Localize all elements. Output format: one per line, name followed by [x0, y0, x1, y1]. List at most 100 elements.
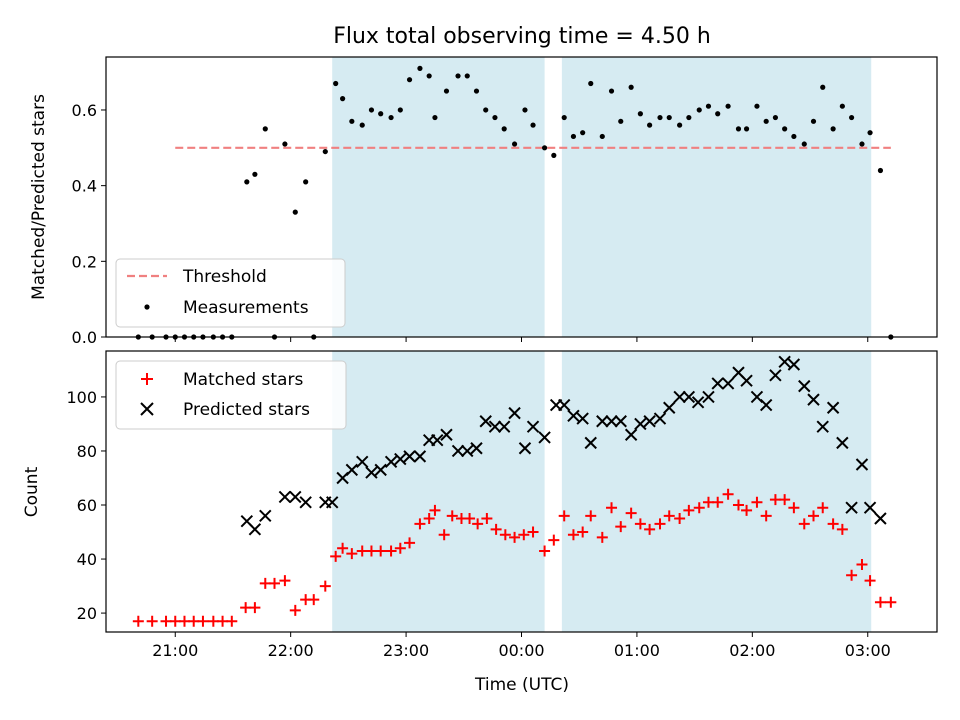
matched-star-point — [674, 513, 686, 525]
x-tick-label: 03:00 — [845, 641, 891, 660]
predicted-star-point — [845, 501, 858, 514]
predicted-star-point — [596, 415, 609, 428]
measurement-point — [262, 126, 268, 132]
matched-star-point — [788, 502, 800, 514]
predicted-star-point — [488, 420, 502, 433]
measurement-point — [686, 114, 692, 121]
predicted-star-point — [508, 406, 521, 420]
measurement-point — [397, 107, 403, 113]
measurement-point — [666, 114, 672, 121]
measurement-point — [735, 126, 742, 132]
measurement-point — [801, 141, 807, 147]
count-y-axis-label: Count — [22, 466, 42, 517]
measurement-point — [618, 118, 624, 124]
measurement-point — [830, 126, 836, 132]
matched-star-point — [527, 526, 539, 538]
count-legend: Matched stars Predicted stars — [115, 360, 347, 430]
matched-star-point — [146, 615, 158, 627]
x-tick-label: 02:00 — [729, 641, 775, 660]
measurement-point — [333, 80, 339, 87]
predicted-star-point — [479, 415, 492, 428]
matched-star-point — [864, 575, 876, 587]
predicted-star-point — [470, 442, 483, 455]
predicted-star-point — [798, 379, 811, 393]
predicted-star-point — [431, 433, 444, 447]
measurement-point — [637, 111, 643, 117]
matched-star-point — [548, 534, 560, 546]
matched-star-point — [490, 523, 502, 535]
measurement-point — [511, 141, 518, 147]
measurement-point — [522, 107, 528, 113]
shaded-interval — [561, 57, 872, 337]
predicted-star-point — [259, 509, 272, 523]
predicted-star-point — [721, 377, 735, 390]
matched-star-point — [644, 523, 656, 535]
matched-star-point — [423, 513, 435, 525]
matched-star-point — [188, 615, 200, 627]
measurement-point — [282, 141, 288, 147]
measurement-point — [839, 103, 845, 109]
y-tick-label: 0.0 — [72, 328, 97, 347]
matched-star-point — [741, 504, 753, 516]
measurement-point — [340, 96, 346, 102]
matched-star-point — [356, 545, 368, 557]
predicted-star-point — [663, 401, 676, 414]
matched-star-point — [558, 510, 570, 522]
ratio-legend-box — [115, 258, 346, 328]
matched-star-point — [885, 596, 897, 608]
predicted-star-point — [451, 444, 465, 458]
matched-star-point — [404, 537, 416, 549]
measurement-point — [303, 179, 309, 185]
matched-star-point — [438, 529, 450, 541]
matched-star-point — [712, 496, 724, 508]
predicted-star-point — [605, 415, 618, 428]
matched-star-point — [269, 577, 281, 589]
predicted-star-point — [584, 436, 597, 450]
predicted-star-point — [673, 390, 686, 404]
measurement-point — [628, 84, 634, 90]
matched-star-point — [596, 531, 608, 543]
ratio-y-axis-label: Matched/Predicted stars — [29, 94, 49, 300]
ratio-panel-shaded-intervals — [332, 57, 872, 337]
matched-star-point — [722, 488, 734, 500]
matched-star-point — [375, 545, 387, 557]
measurement-point — [696, 107, 702, 113]
matched-star-point — [385, 545, 397, 557]
matched-star-point — [779, 494, 791, 506]
y-tick-label: 20 — [77, 604, 97, 623]
measurement-point — [725, 103, 731, 109]
matched-star-point — [308, 594, 320, 606]
matched-star-point — [798, 518, 810, 530]
matched-star-point — [846, 569, 858, 581]
predicted-star-point — [497, 420, 511, 433]
matched-star-point — [178, 615, 190, 627]
measurement-point — [541, 145, 548, 151]
matched-star-point — [337, 542, 349, 554]
measurement-point — [473, 88, 480, 94]
y-tick-label: 100 — [66, 388, 97, 407]
predicted-star-point — [526, 420, 540, 433]
count-y-ticks: 20 40 60 80 100 — [66, 388, 106, 623]
measurements-legend-label: Measurements — [183, 298, 309, 318]
matched-star-point — [518, 529, 530, 541]
y-tick-label: 80 — [77, 442, 97, 461]
matched-star-point — [817, 502, 829, 514]
ratio-x-ticks — [174, 337, 869, 342]
x-tick-label: 21:00 — [152, 641, 198, 660]
measurement-point — [791, 133, 797, 140]
measurement-point — [705, 103, 712, 109]
matched-star-point — [132, 615, 144, 627]
predicted-legend-label: Predicted stars — [183, 400, 310, 420]
measurement-point — [867, 130, 873, 136]
matched-star-point — [472, 518, 484, 530]
predicted-star-point — [740, 374, 753, 387]
matched-star-point — [319, 580, 331, 592]
matched-star-point — [683, 504, 695, 516]
y-tick-label: 40 — [77, 550, 97, 569]
measurement-point — [388, 114, 394, 121]
predicted-star-points — [240, 355, 887, 536]
shaded-interval — [332, 351, 545, 632]
matched-star-point — [585, 510, 597, 522]
measurement-point — [820, 84, 826, 90]
